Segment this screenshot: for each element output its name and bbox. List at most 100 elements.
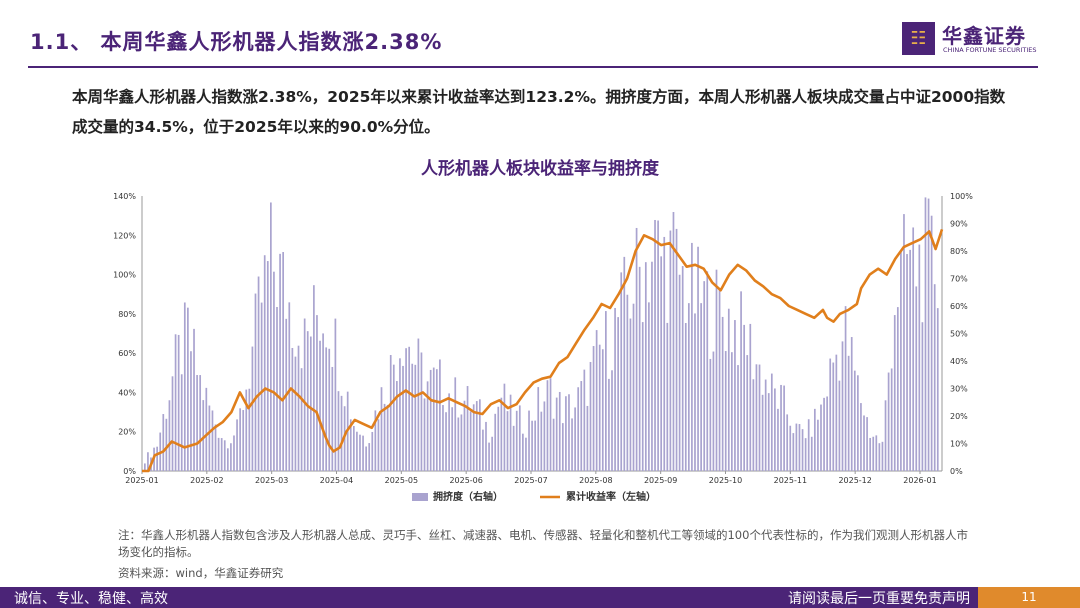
crowding-bar (601, 349, 604, 471)
crowding-bar (933, 284, 936, 471)
crowding-bar (792, 433, 795, 471)
crowding-bar (512, 425, 515, 471)
crowding-bar (248, 388, 251, 471)
crowding-bar (411, 363, 414, 471)
crowding-bar (319, 340, 321, 471)
y-right-tick-label: 60% (950, 302, 968, 311)
crowding-bar (515, 410, 518, 471)
crowding-bar (565, 396, 567, 471)
crowding-bar (767, 393, 770, 471)
crowding-bar (540, 411, 543, 471)
crowding-bar (251, 346, 254, 471)
crowding-bar (857, 375, 859, 471)
crowding-bar (915, 286, 918, 471)
x-tick-label: 2025-06 (449, 476, 482, 485)
crowding-bar (580, 381, 583, 471)
crowding-bar (518, 405, 521, 471)
crowding-bar (377, 419, 380, 471)
crowding-bar (242, 410, 245, 471)
crowding-bar (838, 380, 841, 471)
crowding-bar (389, 355, 392, 471)
crowding-bar (780, 384, 782, 471)
crowding-bar (236, 419, 238, 471)
crowding-bar (577, 387, 580, 471)
footer-slogan: 诚信、专业、稳健、高效 (14, 591, 168, 607)
crowding-bar (918, 244, 921, 471)
crowding-bar (451, 407, 454, 471)
summary-text: 本周华鑫人形机器人指数涨2.38%，2025年以来累计收益率达到123.2%。拥… (72, 88, 1006, 136)
crowding-bar (774, 388, 776, 471)
crowding-bar (549, 378, 552, 471)
crowding-bar (605, 311, 607, 471)
crowding-bar (887, 372, 890, 471)
crowding-bar (223, 440, 226, 471)
crowding-bar (260, 302, 263, 471)
crowding-bar (912, 227, 915, 471)
crowding-bar (303, 318, 306, 471)
crowding-bar (156, 446, 158, 471)
crowding-bar (371, 431, 374, 471)
crowding-bar (850, 337, 853, 471)
crowding-bar (183, 302, 186, 471)
crowding-bar (475, 401, 478, 471)
y-right-tick-label: 40% (950, 357, 968, 366)
crowding-bar (678, 274, 681, 471)
crowding-bar (890, 368, 893, 471)
crowding-bar (294, 356, 297, 471)
y-right-tick-label: 0% (950, 467, 963, 476)
y-right-tick-label: 70% (950, 275, 968, 284)
crowding-bar (349, 419, 352, 471)
crowding-bar (936, 308, 939, 471)
crowding-bar (826, 396, 828, 471)
crowding-bar (835, 354, 838, 471)
crowding-bar (162, 414, 165, 471)
crowding-bar (749, 323, 752, 471)
crowding-bar (491, 436, 493, 471)
x-tick-label: 2025-07 (514, 476, 547, 485)
crowding-bar (614, 307, 616, 471)
crowding-bar (611, 370, 613, 471)
crowding-bar (356, 431, 358, 471)
crowding-bar (620, 272, 623, 471)
y-left-tick-label: 60% (118, 349, 136, 358)
crowding-bar (644, 262, 647, 471)
crowding-bar (558, 391, 561, 471)
crowding-bar (383, 403, 386, 471)
crowding-bar (903, 214, 905, 471)
crowding-bar (334, 318, 337, 471)
crowding-bar (300, 368, 303, 471)
crowding-bar (392, 364, 395, 471)
legend-bar-label: 拥挤度（右轴） (433, 490, 503, 503)
y-left-tick-label: 40% (118, 388, 136, 397)
crowding-bar (522, 433, 524, 471)
crowding-bar (254, 293, 257, 471)
crowding-bar (386, 404, 389, 471)
x-tick-label: 2025-08 (579, 476, 612, 485)
crowding-bar (168, 400, 171, 471)
crowding-bar (165, 418, 168, 471)
crowding-bar (755, 364, 758, 471)
crowding-bar (439, 359, 441, 471)
crowding-bar (534, 420, 537, 471)
x-tick-label: 2025-10 (709, 476, 742, 485)
source-text: 资料来源：wind，华鑫证券研究 (118, 566, 284, 580)
crowding-bar (697, 246, 699, 471)
crowding-bar (426, 381, 429, 471)
crowding-bar (414, 364, 417, 471)
crowding-bar (325, 347, 328, 471)
crowding-bar (847, 355, 850, 471)
crowding-bar (832, 362, 835, 471)
y-left-tick-label: 80% (118, 310, 136, 319)
crowding-bar (297, 345, 300, 471)
crowding-bar (220, 438, 223, 471)
crowding-bar (841, 341, 844, 471)
crowding-bar (706, 271, 709, 471)
crowding-bar (485, 421, 487, 471)
crowding-bar (196, 375, 198, 471)
y-left-tick-label: 100% (113, 271, 136, 280)
crowding-bar (654, 219, 656, 471)
crowding-bar (761, 394, 764, 471)
crowding-bar (893, 315, 896, 471)
crowding-bar (423, 398, 426, 471)
crowding-bar (789, 425, 792, 471)
